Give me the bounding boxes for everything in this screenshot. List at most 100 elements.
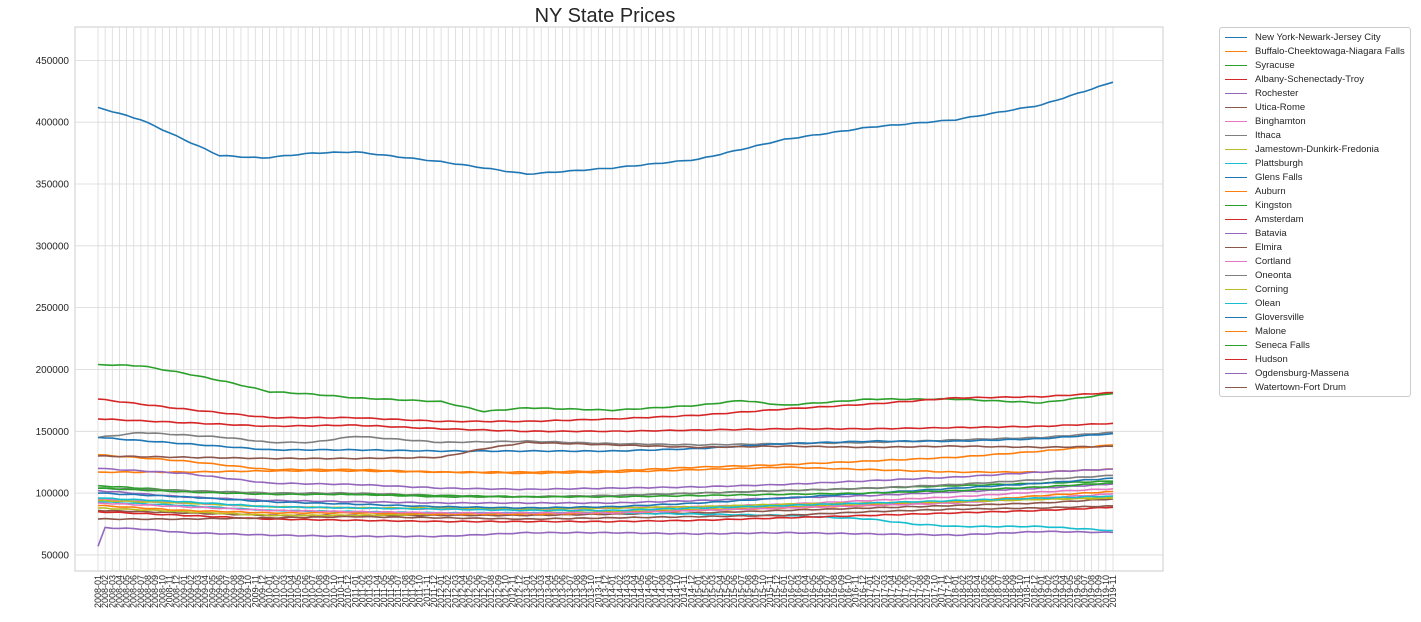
x-tick-label: 2010-10 bbox=[329, 575, 339, 608]
series-line-batavia bbox=[97, 526, 1114, 547]
x-tick-label: 2014-01 bbox=[608, 575, 618, 608]
legend-label: Kingston bbox=[1255, 199, 1292, 211]
x-tick-label: 2011-10 bbox=[415, 575, 425, 607]
x-tick-label: 2010-01 bbox=[265, 575, 275, 608]
x-tick-label: 2019-08 bbox=[1087, 575, 1097, 608]
legend-entry-ithaca: Ithaca bbox=[1220, 128, 1410, 142]
x-tick-label: 2016-01 bbox=[779, 575, 789, 608]
x-tick-label: 2014-04 bbox=[629, 575, 639, 608]
x-tick-label: 2013-12 bbox=[601, 575, 611, 608]
legend-label: Oneonta bbox=[1255, 269, 1292, 281]
x-tick-label: 2011-04 bbox=[372, 575, 382, 607]
x-tick-label: 2018-09 bbox=[1008, 575, 1018, 608]
legend-swatch bbox=[1225, 246, 1247, 248]
x-tick-label: 2017-12 bbox=[944, 575, 954, 608]
legend-swatch bbox=[1225, 106, 1247, 108]
legend-swatch bbox=[1225, 36, 1247, 38]
x-tick-label: 2016-07 bbox=[822, 575, 832, 608]
series-line-malone bbox=[97, 454, 1113, 475]
x-tick-label: 2012-04 bbox=[458, 575, 468, 608]
legend-label: Batavia bbox=[1255, 227, 1287, 239]
y-tick-label: 450000 bbox=[36, 56, 70, 67]
x-tick-label: 2016-08 bbox=[829, 575, 839, 608]
axes: 2008-012008-022008-032008-042008-052008-… bbox=[36, 56, 1118, 608]
x-tick-label: 2012-01 bbox=[436, 575, 446, 608]
x-tick-label: 2016-04 bbox=[801, 575, 811, 608]
x-tick-label: 2013-05 bbox=[550, 575, 560, 608]
series-lines bbox=[97, 81, 1114, 547]
x-tick-label: 2012-06 bbox=[472, 575, 482, 608]
x-tick-label: 2019-07 bbox=[1079, 575, 1089, 608]
x-tick-label: 2019-10 bbox=[1101, 575, 1111, 608]
series-line-ithaca bbox=[97, 431, 1114, 447]
legend-label: Binghamton bbox=[1255, 115, 1306, 127]
x-tick-label: 2009-09 bbox=[236, 575, 246, 608]
legend-label: Olean bbox=[1255, 297, 1281, 309]
legend-swatch bbox=[1225, 218, 1247, 220]
x-tick-label: 2013-07 bbox=[565, 575, 575, 608]
y-tick-label: 50000 bbox=[41, 550, 69, 561]
x-tick-label: 2016-06 bbox=[815, 575, 825, 608]
x-tick-label: 2017-07 bbox=[908, 575, 918, 608]
legend-label: Hudson bbox=[1255, 353, 1288, 365]
x-tick-label: 2019-04 bbox=[1058, 575, 1068, 608]
x-tick-label: 2013-04 bbox=[543, 575, 553, 608]
x-tick-label: 2008-11 bbox=[164, 575, 174, 607]
x-tick-label: 2012-02 bbox=[443, 575, 453, 608]
legend-label: Utica-Rome bbox=[1255, 101, 1306, 113]
x-tick-label: 2013-11 bbox=[593, 575, 603, 607]
x-tick-label: 2010-08 bbox=[315, 575, 325, 608]
legend-entry-rochester: Rochester bbox=[1220, 86, 1410, 100]
legend-swatch bbox=[1225, 330, 1247, 332]
x-tick-label: 2013-02 bbox=[529, 575, 539, 608]
series-line-cortland bbox=[97, 493, 1114, 515]
legend-entry-oneonta: Oneonta bbox=[1220, 268, 1410, 282]
legend-swatch bbox=[1225, 260, 1247, 262]
x-tick-label: 2018-11 bbox=[1022, 575, 1032, 607]
x-tick-label: 2015-01 bbox=[693, 575, 703, 608]
legend-label: Watertown-Fort Drum bbox=[1255, 381, 1346, 393]
x-tick-label: 2018-04 bbox=[972, 575, 982, 608]
x-tick-label: 2009-01 bbox=[179, 575, 189, 608]
legend-entry-seneca-falls: Seneca Falls bbox=[1220, 338, 1410, 352]
x-tick-label: 2015-11 bbox=[765, 575, 775, 607]
legend-entry-binghamton: Binghamton bbox=[1220, 114, 1410, 128]
x-tick-label: 2013-06 bbox=[558, 575, 568, 608]
x-tick-label: 2014-07 bbox=[651, 575, 661, 608]
x-tick-label: 2011-02 bbox=[357, 575, 367, 607]
x-tick-label: 2012-08 bbox=[486, 575, 496, 608]
legend-label: Auburn bbox=[1255, 185, 1286, 197]
legend-swatch bbox=[1225, 316, 1247, 318]
x-tick-label: 2013-10 bbox=[586, 575, 596, 608]
x-tick-label: 2011-01 bbox=[350, 575, 360, 607]
x-tick-label: 2010-11 bbox=[336, 575, 346, 607]
x-tick-label: 2010-09 bbox=[322, 575, 332, 608]
legend-label: Ithaca bbox=[1255, 129, 1281, 141]
series-line-olean bbox=[97, 495, 1114, 512]
x-tick-label: 2009-03 bbox=[193, 575, 203, 608]
x-tick-label: 2008-02 bbox=[100, 575, 110, 608]
x-tick-label: 2009-10 bbox=[243, 575, 253, 608]
x-tick-label: 2009-12 bbox=[257, 575, 267, 608]
series-line-seneca-falls bbox=[97, 482, 1114, 499]
x-tick-label: 2009-08 bbox=[229, 575, 239, 608]
x-tick-label: 2012-12 bbox=[515, 575, 525, 608]
legend-swatch bbox=[1225, 386, 1247, 388]
legend-label: Malone bbox=[1255, 325, 1287, 337]
x-tick-label: 2011-08 bbox=[400, 575, 410, 607]
x-tick-label: 2011-09 bbox=[408, 575, 418, 607]
x-tick-label: 2015-09 bbox=[751, 575, 761, 608]
x-tick-label: 2009-06 bbox=[215, 575, 225, 608]
legend-swatch bbox=[1225, 372, 1247, 374]
legend-label: Corning bbox=[1255, 283, 1289, 295]
legend: New York-Newark-Jersey City Buffalo-Cheek… bbox=[1219, 27, 1411, 397]
series-line-gloversville bbox=[97, 477, 1114, 510]
x-tick-label: 2008-05 bbox=[122, 575, 132, 608]
x-tick-label: 2014-02 bbox=[615, 575, 625, 608]
x-tick-label: 2013-01 bbox=[522, 575, 532, 608]
x-tick-label: 2018-02 bbox=[958, 575, 968, 608]
legend-label: Syracuse bbox=[1255, 59, 1295, 71]
legend-swatch bbox=[1225, 64, 1247, 66]
x-tick-label: 2017-11 bbox=[936, 575, 946, 607]
legend-label: Ogdensburg-Massena bbox=[1255, 367, 1349, 379]
